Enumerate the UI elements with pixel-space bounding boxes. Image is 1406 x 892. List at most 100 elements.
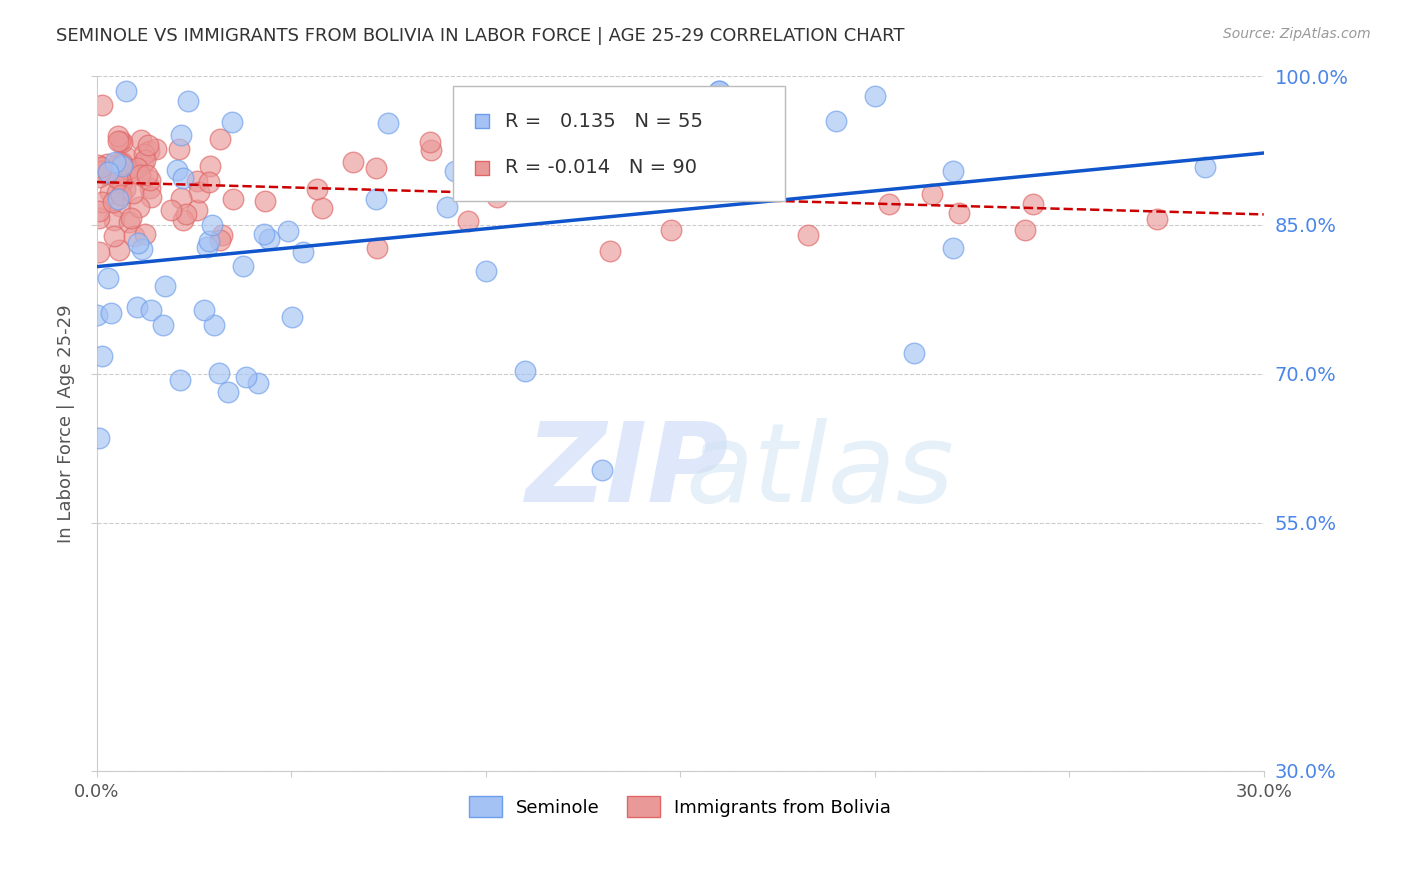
Point xyxy=(111,155,134,169)
Point xyxy=(174,207,197,221)
Point xyxy=(1021,196,1043,211)
Point xyxy=(277,223,299,237)
Point xyxy=(90,164,112,178)
Point xyxy=(101,195,124,210)
Point xyxy=(90,160,112,174)
Point xyxy=(305,182,328,196)
Point xyxy=(486,190,509,204)
Point xyxy=(364,192,387,206)
Point xyxy=(136,168,159,182)
Point xyxy=(132,157,155,171)
Point xyxy=(108,155,131,169)
Point xyxy=(122,186,145,200)
Text: ZIP: ZIP xyxy=(526,418,730,525)
Point xyxy=(257,232,280,246)
Point xyxy=(90,195,112,210)
Point xyxy=(91,350,114,364)
Point xyxy=(281,310,304,324)
Point xyxy=(128,200,150,214)
Point xyxy=(1369,200,1392,214)
Point xyxy=(797,228,820,243)
Point xyxy=(125,161,148,175)
Point xyxy=(104,154,127,169)
Point xyxy=(89,203,111,218)
Point xyxy=(131,133,153,147)
Point xyxy=(111,159,134,173)
Text: R =   0.135   N = 55: R = 0.135 N = 55 xyxy=(505,112,703,130)
Point xyxy=(86,308,108,322)
Point xyxy=(195,239,218,253)
Point xyxy=(120,211,142,225)
Point xyxy=(222,192,245,206)
Point xyxy=(128,169,150,183)
Point xyxy=(124,229,146,244)
Point xyxy=(111,157,134,171)
Point xyxy=(491,120,513,134)
Point xyxy=(121,164,143,178)
Point xyxy=(877,196,900,211)
Point xyxy=(252,227,274,241)
Point xyxy=(254,194,277,208)
Point xyxy=(311,201,333,215)
Point xyxy=(208,132,231,146)
Point xyxy=(523,166,546,180)
Point xyxy=(211,227,233,242)
Point xyxy=(107,171,129,186)
Point xyxy=(103,213,125,227)
Point xyxy=(177,94,200,108)
Point xyxy=(167,142,190,156)
Point xyxy=(198,159,221,173)
Point xyxy=(138,144,160,158)
Point xyxy=(420,144,443,158)
Point xyxy=(100,306,122,320)
Point xyxy=(134,146,156,161)
Point xyxy=(747,174,769,188)
Point xyxy=(96,270,118,285)
Point xyxy=(117,161,139,176)
Point xyxy=(1014,223,1036,237)
Point xyxy=(134,227,156,241)
Point xyxy=(136,138,159,153)
Point xyxy=(948,206,970,220)
Point xyxy=(166,162,188,177)
Point xyxy=(419,135,441,149)
Point xyxy=(474,264,496,278)
Point xyxy=(921,186,943,201)
Point xyxy=(634,131,657,145)
Text: atlas: atlas xyxy=(686,418,955,525)
Point xyxy=(186,202,208,217)
Text: R = -0.014   N = 90: R = -0.014 N = 90 xyxy=(505,158,697,178)
Point xyxy=(198,234,221,248)
Point xyxy=(599,244,621,259)
Point xyxy=(108,199,131,213)
Point xyxy=(200,218,222,232)
Point xyxy=(110,188,132,202)
Point xyxy=(170,128,193,143)
Point xyxy=(103,229,125,244)
Point xyxy=(1194,160,1216,174)
Point xyxy=(824,114,846,128)
Point xyxy=(377,115,399,129)
Point xyxy=(707,84,730,98)
Point xyxy=(105,186,128,200)
Point xyxy=(863,89,886,103)
Point xyxy=(110,175,132,189)
Point xyxy=(107,128,129,143)
Text: Source: ZipAtlas.com: Source: ZipAtlas.com xyxy=(1223,27,1371,41)
Point xyxy=(105,170,128,185)
Point xyxy=(115,84,138,98)
Text: SEMINOLE VS IMMIGRANTS FROM BOLIVIA IN LABOR FORCE | AGE 25-29 CORRELATION CHART: SEMINOLE VS IMMIGRANTS FROM BOLIVIA IN L… xyxy=(56,27,904,45)
Point xyxy=(366,241,388,255)
Point xyxy=(758,173,780,187)
Point xyxy=(153,279,176,293)
Point xyxy=(198,175,221,189)
Legend: Seminole, Immigrants from Bolivia: Seminole, Immigrants from Bolivia xyxy=(463,789,898,824)
Point xyxy=(209,234,232,248)
Point xyxy=(208,366,231,380)
Point xyxy=(131,243,153,257)
Y-axis label: In Labor Force | Age 25-29: In Labor Force | Age 25-29 xyxy=(58,304,75,542)
Point xyxy=(96,157,118,171)
Point xyxy=(139,173,162,187)
Point xyxy=(107,134,129,148)
Point xyxy=(187,185,209,199)
